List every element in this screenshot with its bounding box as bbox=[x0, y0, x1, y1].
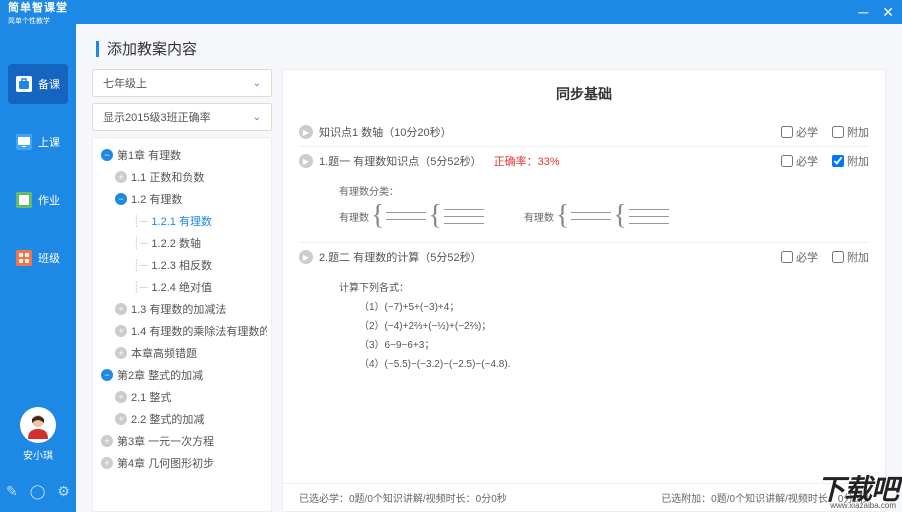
user-name: 安小琪 bbox=[20, 447, 56, 462]
window-controls: ─ ✕ bbox=[858, 4, 894, 21]
item-title: 2.题二 有理数的计算（5分52秒） bbox=[319, 249, 781, 265]
nav-beike[interactable]: 备课 bbox=[8, 64, 68, 104]
section-title: 同步基础 bbox=[283, 70, 885, 118]
tree-item[interactable]: ┊─1.2.3 相反数 bbox=[97, 254, 267, 276]
avatar-icon bbox=[20, 407, 56, 443]
tree-item[interactable]: −1.2 有理数 bbox=[97, 188, 267, 210]
tree-item[interactable]: −第1章 有理数 bbox=[97, 144, 267, 166]
minimize-button[interactable]: ─ bbox=[858, 4, 868, 21]
play-icon[interactable]: ▶ bbox=[299, 250, 313, 264]
tree-item[interactable]: +第4章 几何图形初步 bbox=[97, 452, 267, 474]
expand-icon: + bbox=[115, 303, 127, 315]
item-title: 1.题一 有理数知识点（5分52秒）正确率：33% bbox=[319, 153, 781, 169]
tree-item[interactable]: +第3章 一元一次方程 bbox=[97, 430, 267, 452]
grade-select[interactable]: 七年级上 ⌄ bbox=[92, 69, 272, 97]
book-icon bbox=[16, 192, 32, 208]
checkbox-fujia[interactable]: 附加 bbox=[832, 249, 869, 265]
footer-bar: 已选必学：0题/0个知识讲解/视频时长：0分0秒 已选附加：0题/0个知识讲解/… bbox=[283, 483, 885, 511]
content-item: ▶ 知识点1 数轴（10分20秒）必学附加 bbox=[299, 118, 869, 146]
tree-item[interactable]: +1.4 有理数的乘除法有理数的乘... bbox=[97, 320, 267, 342]
sidebar: 备课 上课 作业 班级 安小琪 ✎ ◯ ⚙ bbox=[0, 24, 76, 512]
item-list: ▶知识点1 数轴（10分20秒）必学附加▶1.题一 有理数知识点（5分52秒）正… bbox=[283, 118, 885, 483]
logo-block: 简单智课堂 简单个性教学 bbox=[8, 0, 68, 26]
tree-item[interactable]: +1.1 正数和负数 bbox=[97, 166, 267, 188]
briefcase-icon bbox=[16, 76, 32, 92]
edit-icon[interactable]: ✎ bbox=[6, 483, 18, 500]
item-title: 知识点1 数轴（10分20秒） bbox=[319, 124, 781, 140]
chevron-down-icon: ⌄ bbox=[253, 112, 261, 123]
play-icon[interactable]: ▶ bbox=[299, 125, 313, 139]
title-accent bbox=[96, 41, 99, 57]
titlebar: 简单智课堂 简单个性教学 ─ ✕ bbox=[0, 0, 902, 24]
chapter-tree: −第1章 有理数+1.1 正数和负数−1.2 有理数┊─1.2.1 有理数┊─1… bbox=[92, 137, 272, 512]
tree-item[interactable]: ┊─1.2.4 绝对值 bbox=[97, 276, 267, 298]
checkbox-bixue[interactable]: 必学 bbox=[781, 153, 818, 169]
chevron-down-icon: ⌄ bbox=[253, 78, 261, 89]
nav-label: 作业 bbox=[38, 192, 60, 208]
bottom-icons: ✎ ◯ ⚙ bbox=[6, 483, 70, 500]
tree-item[interactable]: +2.2 整式的加减 bbox=[97, 408, 267, 430]
expand-icon: + bbox=[101, 435, 113, 447]
user-block[interactable]: 安小琪 bbox=[20, 407, 56, 462]
nav-shangke[interactable]: 上课 bbox=[8, 122, 68, 162]
checkbox-bixue[interactable]: 必学 bbox=[781, 249, 818, 265]
settings-icon[interactable]: ⚙ bbox=[57, 483, 70, 500]
right-panel: 同步基础 ▶知识点1 数轴（10分20秒）必学附加▶1.题一 有理数知识点（5分… bbox=[282, 69, 886, 512]
content-item: ▶ 2.题二 有理数的计算（5分52秒）必学附加 bbox=[299, 242, 869, 271]
tree-item[interactable]: +1.3 有理数的加减法 bbox=[97, 298, 267, 320]
classification-diagram: 有理数分类：有理数{{有理数{{ bbox=[299, 175, 869, 242]
monitor-icon bbox=[16, 134, 32, 150]
nav-label: 班级 bbox=[38, 250, 60, 266]
calculation-block: 计算下列各式：（1）(−7)+5+(−3)+4；（2）(−4)+2⅔+(−½)+… bbox=[299, 271, 869, 386]
tree-item[interactable]: +2.1 整式 bbox=[97, 386, 267, 408]
close-button[interactable]: ✕ bbox=[882, 4, 894, 21]
play-icon[interactable]: ▶ bbox=[299, 154, 313, 168]
expand-icon: + bbox=[101, 457, 113, 469]
left-panel: 七年级上 ⌄ 显示2015级3班正确率 ⌄ −第1章 有理数+1.1 正数和负数… bbox=[92, 69, 272, 512]
tree-item[interactable]: +本章高频错题 bbox=[97, 342, 267, 364]
tree-item[interactable]: −第2章 整式的加减 bbox=[97, 364, 267, 386]
help-icon[interactable]: ◯ bbox=[30, 483, 46, 500]
expand-icon: + bbox=[115, 347, 127, 359]
nav-label: 备课 bbox=[38, 76, 60, 92]
collapse-icon: − bbox=[101, 149, 113, 161]
grid-icon bbox=[16, 250, 32, 266]
expand-icon: + bbox=[115, 413, 127, 425]
content-item: ▶ 1.题一 有理数知识点（5分52秒）正确率：33%必学附加 bbox=[299, 146, 869, 175]
checkbox-bixue[interactable]: 必学 bbox=[781, 124, 818, 140]
collapse-icon: − bbox=[101, 369, 113, 381]
accuracy-label: 正确率：33% bbox=[494, 156, 560, 168]
nav-banji[interactable]: 班级 bbox=[8, 238, 68, 278]
page-title: 添加教案内容 bbox=[76, 24, 902, 69]
nav-label: 上课 bbox=[38, 134, 60, 150]
expand-icon: + bbox=[115, 171, 127, 183]
expand-icon: + bbox=[115, 325, 127, 337]
collapse-icon: − bbox=[115, 193, 127, 205]
nav-zuoye[interactable]: 作业 bbox=[8, 180, 68, 220]
logo-text: 简单智课堂 bbox=[8, 2, 68, 14]
footer-left: 已选必学：0题/0个知识讲解/视频时长：0分0秒 bbox=[299, 490, 507, 505]
tree-item[interactable]: ┊─1.2.2 数轴 bbox=[97, 232, 267, 254]
tree-item[interactable]: ┊─1.2.1 有理数 bbox=[97, 210, 267, 232]
checkbox-fujia[interactable]: 附加 bbox=[832, 124, 869, 140]
footer-right: 已选附加：0题/0个知识讲解/视频时长：0分0秒 bbox=[661, 490, 869, 505]
expand-icon: + bbox=[115, 391, 127, 403]
checkbox-fujia[interactable]: 附加 bbox=[832, 153, 869, 169]
class-filter-select[interactable]: 显示2015级3班正确率 ⌄ bbox=[92, 103, 272, 131]
